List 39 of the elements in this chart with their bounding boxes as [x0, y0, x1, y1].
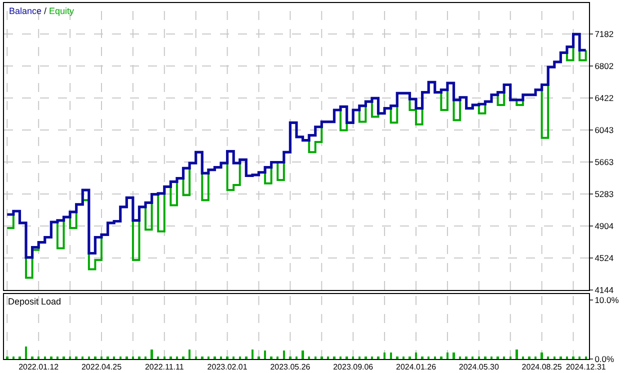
- bar: [302, 350, 304, 359]
- chart-title: Deposit Load: [8, 296, 62, 306]
- annotation: /: [44, 6, 47, 16]
- bar: [414, 352, 418, 359]
- bar: [452, 352, 455, 359]
- x-tick-label: 2023.05.26: [270, 362, 311, 372]
- y-tick-label: 4524: [594, 252, 614, 263]
- x-tick-label: 2023.02.01: [207, 362, 248, 372]
- bar: [390, 352, 392, 359]
- x-tick-label: 2022.11.11: [144, 362, 184, 372]
- bar: [251, 350, 254, 359]
- x-tick-label: 2024.01.26: [396, 362, 437, 372]
- bar: [150, 350, 153, 359]
- bar: [516, 350, 518, 359]
- bar: [264, 350, 266, 359]
- bar: [446, 352, 449, 359]
- y-tick-label: 4144: [594, 284, 614, 295]
- y-tick-label: 6422: [594, 93, 614, 104]
- bar: [188, 350, 191, 359]
- bar: [282, 350, 286, 359]
- bar: [540, 352, 543, 359]
- y-tick-label: 0.0%: [594, 354, 615, 364]
- y-tick-label: 5663: [594, 156, 614, 167]
- bar: [24, 346, 28, 359]
- x-tick-label: 2024.08.25: [522, 362, 562, 372]
- y-tick-label: 5283: [594, 188, 614, 199]
- y-tick-label: 4904: [594, 220, 614, 231]
- x-tick-label: 2024.12.31: [566, 362, 606, 372]
- bar: [383, 352, 386, 359]
- x-tick-label: 2024.05.30: [458, 362, 500, 372]
- text: Balance: [9, 6, 42, 16]
- x-tick-label: 2022.04.25: [81, 362, 122, 372]
- x-tick-label: 2022.01.12: [18, 362, 60, 372]
- y-tick-label: 7182: [594, 28, 614, 39]
- text: Equity: [49, 6, 75, 16]
- y-tick-label: 6043: [594, 124, 614, 135]
- y-tick-label: 10.0%: [594, 294, 620, 305]
- x-tick-label: 2023.09.06: [333, 362, 374, 372]
- y-tick-label: 6802: [594, 61, 614, 72]
